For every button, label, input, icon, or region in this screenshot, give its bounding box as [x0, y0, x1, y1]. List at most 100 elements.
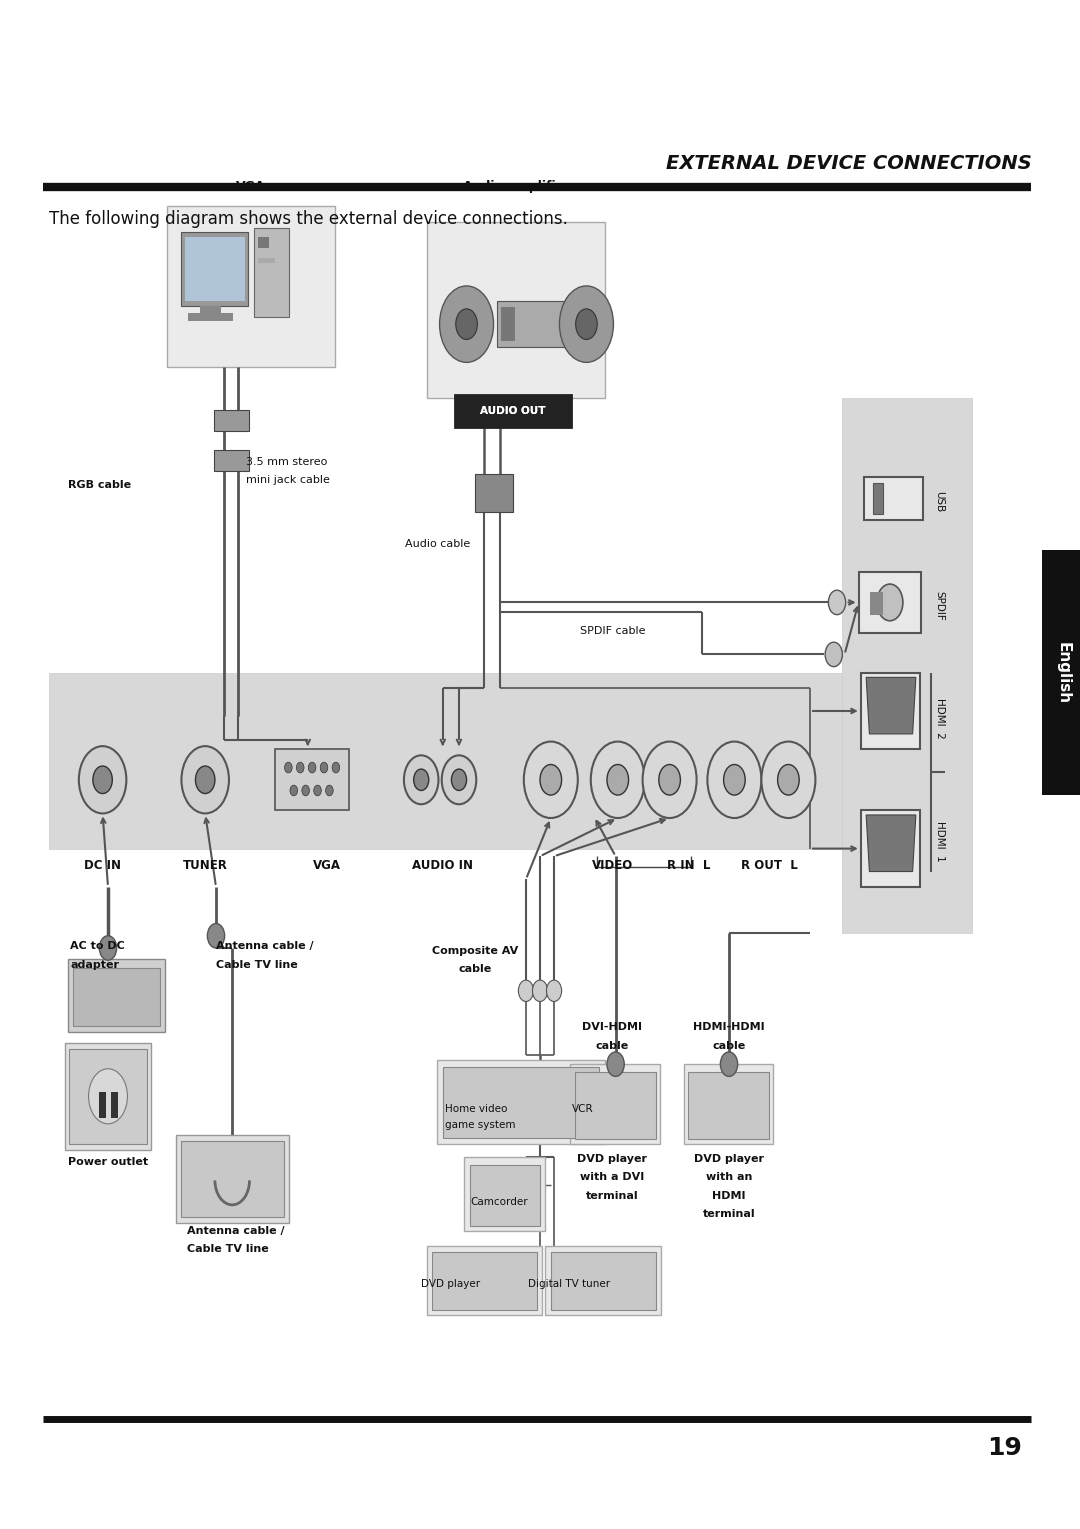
- Text: SPDIF: SPDIF: [934, 590, 945, 621]
- Text: VGA: VGA: [313, 859, 341, 872]
- Bar: [258, 237, 269, 248]
- Bar: [870, 592, 883, 615]
- Text: HDMI-HDMI: HDMI-HDMI: [693, 1023, 765, 1032]
- Text: cable: cable: [713, 1041, 745, 1050]
- Circle shape: [761, 742, 815, 818]
- Bar: [188, 313, 233, 321]
- Bar: [475, 474, 513, 512]
- Text: DVD player: DVD player: [694, 1154, 764, 1164]
- Circle shape: [314, 786, 322, 797]
- Bar: [427, 1246, 542, 1315]
- Bar: [275, 749, 349, 810]
- Circle shape: [309, 761, 316, 772]
- Circle shape: [724, 764, 745, 795]
- Text: with a DVI: with a DVI: [580, 1173, 645, 1182]
- Circle shape: [195, 766, 215, 794]
- Circle shape: [302, 786, 310, 797]
- Bar: [501, 307, 515, 341]
- Text: cable: cable: [596, 1041, 629, 1050]
- Text: DVD player: DVD player: [421, 1280, 480, 1289]
- Text: Camcorder: Camcorder: [470, 1197, 528, 1206]
- Bar: [570, 1064, 660, 1144]
- Bar: [861, 810, 920, 887]
- Text: EXTERNAL DEVICE CONNECTIONS: EXTERNAL DEVICE CONNECTIONS: [665, 154, 1031, 173]
- Bar: [470, 1165, 540, 1226]
- Circle shape: [532, 980, 548, 1001]
- Polygon shape: [866, 815, 916, 872]
- Bar: [68, 959, 165, 1032]
- Bar: [432, 1252, 537, 1310]
- Text: VIDEO: VIDEO: [592, 859, 633, 872]
- Bar: [545, 1246, 661, 1315]
- Bar: [1042, 550, 1080, 795]
- Text: with an: with an: [706, 1173, 752, 1182]
- Text: DC IN: DC IN: [84, 859, 121, 872]
- Text: game system: game system: [445, 1121, 515, 1130]
- Bar: [181, 1141, 284, 1217]
- Bar: [497, 301, 575, 347]
- Bar: [254, 228, 289, 317]
- Bar: [859, 572, 921, 633]
- Bar: [167, 206, 335, 367]
- Text: 19: 19: [987, 1436, 1022, 1460]
- Text: SPDIF cable: SPDIF cable: [580, 627, 646, 636]
- Text: Composite AV: Composite AV: [432, 946, 518, 956]
- Text: R OUT  L: R OUT L: [741, 859, 797, 872]
- Text: AC to DC: AC to DC: [70, 942, 125, 951]
- Circle shape: [607, 1052, 624, 1076]
- Bar: [443, 1067, 599, 1138]
- Circle shape: [79, 746, 126, 813]
- Text: Audio cable: Audio cable: [405, 540, 470, 549]
- Circle shape: [707, 742, 761, 818]
- Circle shape: [285, 761, 292, 772]
- Circle shape: [404, 755, 438, 804]
- Bar: [464, 1157, 545, 1231]
- Circle shape: [296, 761, 305, 772]
- Circle shape: [321, 761, 328, 772]
- Circle shape: [456, 309, 477, 339]
- Bar: [454, 394, 572, 428]
- Circle shape: [414, 769, 429, 790]
- Text: USB: USB: [934, 491, 945, 512]
- Circle shape: [607, 764, 629, 795]
- Bar: [684, 1064, 773, 1144]
- Circle shape: [207, 924, 225, 948]
- Text: English: English: [1055, 642, 1070, 703]
- Circle shape: [559, 286, 613, 362]
- Circle shape: [181, 746, 229, 813]
- Circle shape: [546, 980, 562, 1001]
- Bar: [176, 1135, 289, 1223]
- Bar: [185, 237, 245, 301]
- Polygon shape: [866, 677, 916, 734]
- Text: adapter: adapter: [70, 960, 119, 969]
- Text: terminal: terminal: [703, 1209, 755, 1219]
- Text: Digital TV tuner: Digital TV tuner: [528, 1280, 610, 1289]
- Text: VCR: VCR: [572, 1104, 594, 1113]
- Text: AUDIO OUT: AUDIO OUT: [481, 407, 545, 416]
- Bar: [214, 450, 249, 471]
- Bar: [111, 1092, 118, 1118]
- Text: Home video: Home video: [445, 1104, 508, 1113]
- Bar: [49, 673, 864, 849]
- Circle shape: [89, 1069, 127, 1124]
- Text: Power outlet: Power outlet: [68, 1157, 148, 1167]
- Circle shape: [440, 286, 494, 362]
- Circle shape: [93, 766, 112, 794]
- Circle shape: [828, 590, 846, 615]
- Bar: [200, 306, 221, 313]
- Text: terminal: terminal: [586, 1191, 638, 1200]
- Bar: [437, 1060, 605, 1144]
- Text: R IN  L: R IN L: [667, 859, 711, 872]
- Text: The following diagram shows the external device connections.: The following diagram shows the external…: [49, 209, 567, 228]
- Bar: [688, 1072, 769, 1139]
- Circle shape: [720, 1052, 738, 1076]
- Bar: [99, 1092, 106, 1118]
- Circle shape: [540, 764, 562, 795]
- Text: AUDIO IN: AUDIO IN: [413, 859, 473, 872]
- Text: VGA: VGA: [235, 180, 266, 193]
- Text: HDMI  1: HDMI 1: [934, 821, 945, 861]
- Bar: [575, 1072, 656, 1139]
- Bar: [864, 477, 923, 520]
- Bar: [73, 968, 160, 1026]
- Bar: [181, 232, 248, 306]
